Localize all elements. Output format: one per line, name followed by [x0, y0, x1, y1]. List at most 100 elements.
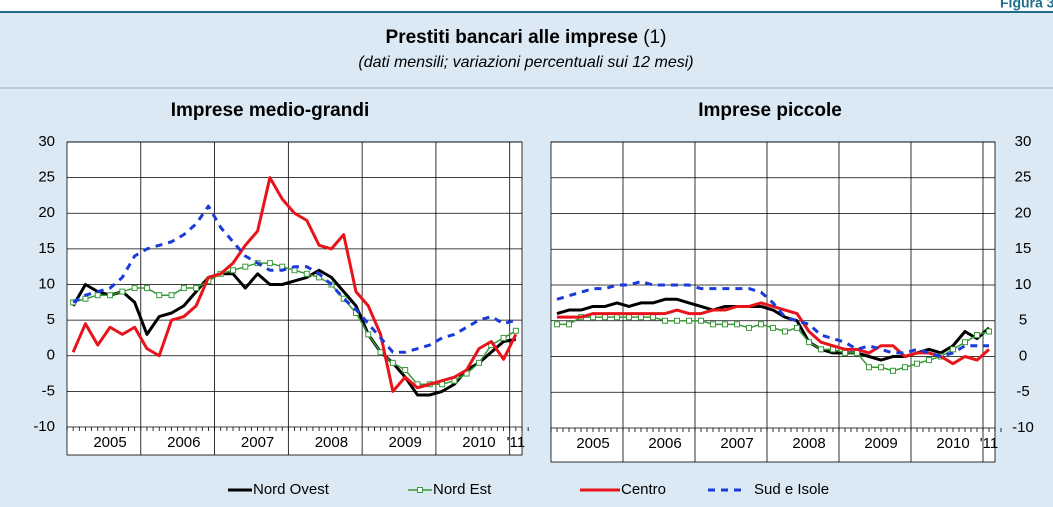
marker	[926, 357, 932, 364]
x-tick-label: 2007	[241, 434, 274, 451]
marker	[566, 321, 572, 328]
marker	[131, 285, 138, 292]
legend-label: Nord Est	[433, 481, 492, 498]
x-tick-label: '11	[507, 434, 525, 451]
marker	[389, 359, 396, 366]
title-main: Prestiti bancari alle imprese	[386, 27, 638, 48]
legend: Nord Ovest Nord Est Centro Sud e Isole	[228, 481, 829, 498]
marker	[475, 359, 482, 366]
x-tick-label: 2009	[864, 435, 897, 452]
series-line	[71, 268, 517, 397]
marker	[806, 339, 812, 346]
legend-label: Nord Ovest	[253, 481, 330, 498]
y-tick-label: 30	[1015, 133, 1032, 150]
plot-frame	[550, 141, 996, 463]
y-tick-label: -5	[1016, 383, 1029, 400]
subtitle: (dati mensili; variazioni percentuali su…	[358, 54, 693, 71]
y-tick-label: 5	[1019, 312, 1027, 329]
marker	[614, 314, 620, 321]
marker	[242, 263, 249, 270]
x-tick-label: '11	[980, 435, 998, 452]
marker	[500, 334, 507, 341]
marker	[866, 364, 872, 371]
marker	[554, 321, 560, 328]
marker	[512, 327, 519, 334]
legend-label: Centro	[621, 481, 666, 498]
marker	[974, 332, 980, 339]
marker	[230, 267, 237, 274]
y-tick-label: 10	[1015, 276, 1032, 293]
marker	[902, 364, 908, 371]
title: Prestiti bancari alle imprese (1)	[386, 27, 667, 48]
marker	[365, 331, 372, 338]
y-tick-label: -5	[42, 382, 55, 399]
marker	[950, 346, 956, 353]
marker	[794, 324, 800, 331]
title-note: (1)	[643, 27, 666, 48]
x-tick-label: 2005	[93, 434, 126, 451]
marker	[402, 367, 409, 373]
y-tick-label: 15	[1015, 240, 1032, 257]
marker	[710, 321, 716, 328]
marker	[193, 285, 200, 292]
x-tick-label: 2010	[462, 434, 495, 451]
marker	[770, 324, 776, 331]
x-tick-label: 2006	[648, 435, 681, 452]
series-line	[71, 176, 518, 393]
x-tick-label: 2005	[576, 435, 609, 452]
x-tick-label: 2010	[936, 435, 969, 452]
y-tick-label: 25	[38, 169, 55, 186]
marker	[180, 285, 187, 292]
y-tick-label: 30	[38, 133, 55, 150]
legend-marker	[417, 487, 423, 493]
y-tick-label: -10	[1012, 419, 1034, 436]
marker	[758, 321, 764, 328]
marker	[698, 317, 704, 324]
marker	[662, 317, 668, 324]
marker	[722, 321, 728, 328]
marker	[890, 367, 896, 374]
plot-frame	[66, 141, 523, 456]
marker	[168, 292, 175, 299]
marker	[602, 314, 608, 321]
marker	[842, 349, 848, 356]
y-tick-label: 5	[47, 311, 55, 328]
marker	[638, 314, 644, 321]
marker	[82, 295, 89, 302]
marker	[626, 314, 632, 321]
panel-title: Imprese medio-grandi	[171, 100, 370, 121]
marker	[818, 346, 824, 353]
figure-label: Figura 3.	[1000, 0, 1053, 11]
marker	[303, 270, 310, 277]
marker	[119, 288, 126, 295]
marker	[674, 317, 680, 324]
series-line	[556, 279, 989, 358]
y-tick-label: 25	[1015, 169, 1032, 186]
series-line	[72, 204, 517, 354]
marker	[914, 360, 920, 367]
marker	[986, 328, 992, 335]
panel-title: Imprese piccole	[698, 100, 842, 121]
y-tick-label: 0	[1019, 347, 1027, 364]
marker	[686, 317, 692, 324]
x-tick-label: 2008	[792, 435, 825, 452]
x-tick-label: 2006	[167, 434, 200, 451]
marker	[650, 314, 656, 321]
marker	[94, 292, 101, 299]
y-tick-label: 0	[47, 347, 55, 364]
x-tick-label: 2009	[388, 434, 421, 451]
marker	[962, 339, 968, 346]
y-tick-label: 10	[38, 275, 55, 292]
marker	[340, 295, 347, 302]
marker	[107, 292, 114, 299]
marker	[377, 349, 384, 356]
y-tick-label: 20	[1015, 204, 1032, 221]
marker	[746, 324, 752, 331]
legend-label: Sud e Isole	[754, 481, 829, 498]
y-tick-label: -10	[33, 418, 55, 435]
plot-area	[67, 142, 522, 455]
y-tick-label: 15	[38, 240, 55, 257]
x-tick-label: 2007	[720, 435, 753, 452]
marker	[878, 364, 884, 371]
